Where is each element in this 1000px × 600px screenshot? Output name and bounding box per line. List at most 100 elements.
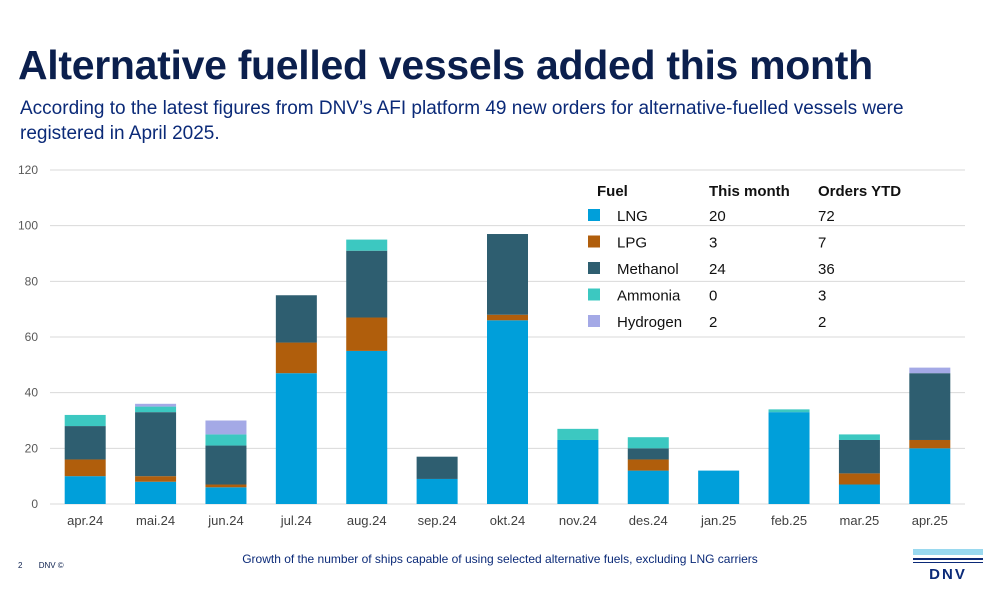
copyright: DNV © bbox=[38, 561, 64, 570]
x-axis-ticks: apr.24 mai.24 jun.24 jul.24 aug.24 sep.24 okt.… bbox=[67, 513, 948, 528]
bar-lpg-des-24 bbox=[627, 459, 669, 471]
logo-bar-dark bbox=[913, 558, 983, 560]
bar-ammonia-jun-24 bbox=[205, 434, 247, 446]
bar-hydrogen-jun-24 bbox=[205, 420, 247, 435]
bar-methanol-sep-24 bbox=[416, 456, 458, 479]
legend-swatch-ammonia bbox=[588, 288, 600, 301]
legend-fuel-label: Methanol bbox=[617, 261, 679, 278]
bar-methanol-apr-25 bbox=[909, 373, 951, 440]
slide-subtitle: According to the latest figures from DNV… bbox=[20, 98, 904, 144]
legend-orders-ytd: 7 bbox=[818, 235, 826, 252]
bar-lpg-apr-24 bbox=[64, 459, 106, 477]
bar-lng-jun-24 bbox=[205, 487, 247, 504]
bar-lng-sep-24 bbox=[416, 478, 458, 504]
legend-this-month: 24 bbox=[709, 261, 726, 278]
y-tick-label: 60 bbox=[25, 330, 39, 344]
bar-lng-apr-25 bbox=[909, 448, 951, 504]
x-tick-label: mai.24 bbox=[136, 513, 175, 528]
y-tick-label: 120 bbox=[18, 163, 38, 177]
bar-lpg-aug-24 bbox=[346, 317, 388, 351]
y-axis-ticks: 0 20 40 60 80 100 120 bbox=[18, 163, 38, 511]
legend-orders-ytd: 72 bbox=[818, 208, 835, 225]
logo-bar-thin bbox=[913, 562, 983, 563]
page-number: 2 bbox=[18, 561, 23, 570]
bar-lng-aug-24 bbox=[346, 350, 388, 504]
chart-caption: Growth of the number of ships capable of… bbox=[242, 552, 758, 566]
footer: 2 DNV © bbox=[18, 561, 78, 570]
x-tick-label: jan.25 bbox=[700, 513, 736, 528]
y-tick-label: 40 bbox=[25, 386, 39, 400]
bar-hydrogen-apr-25 bbox=[909, 367, 951, 374]
x-tick-label: jul.24 bbox=[280, 513, 312, 528]
legend-header: Orders YTD bbox=[818, 183, 901, 200]
bar-lng-jul-24 bbox=[275, 373, 317, 504]
legend-this-month: 3 bbox=[709, 235, 717, 252]
x-tick-label: mar.25 bbox=[840, 513, 880, 528]
bar-methanol-aug-24 bbox=[346, 250, 388, 318]
bar-lng-jan-25 bbox=[698, 470, 740, 504]
legend-swatch-lng bbox=[588, 209, 600, 221]
bars bbox=[64, 234, 951, 504]
y-tick-label: 100 bbox=[18, 219, 38, 233]
bar-lng-feb-25 bbox=[768, 412, 810, 504]
bar-ammonia-mar-25 bbox=[838, 434, 880, 440]
legend-fuel-label: LNG bbox=[617, 208, 648, 225]
legend-fuel-label: Ammonia bbox=[617, 288, 681, 305]
bar-lpg-mai-24 bbox=[135, 476, 177, 482]
legend-swatch-hydrogen bbox=[588, 315, 600, 327]
bar-hydrogen-mai-24 bbox=[135, 403, 177, 407]
legend-header: This month bbox=[709, 183, 790, 200]
legend-header: Fuel bbox=[597, 183, 628, 200]
legend-swatch-methanol bbox=[588, 262, 600, 274]
y-tick-label: 0 bbox=[31, 497, 38, 511]
bar-lng-apr-24 bbox=[64, 476, 106, 504]
bar-lpg-jul-24 bbox=[275, 342, 317, 374]
bar-lng-nov-24 bbox=[557, 439, 599, 504]
bar-methanol-apr-24 bbox=[64, 426, 106, 460]
bar-methanol-okt-24 bbox=[487, 234, 528, 315]
x-tick-label: apr.25 bbox=[912, 513, 948, 528]
bar-methanol-jul-24 bbox=[275, 295, 317, 343]
y-tick-label: 20 bbox=[25, 441, 39, 455]
logo-text: DNV bbox=[929, 566, 967, 583]
legend-this-month: 0 bbox=[709, 288, 717, 305]
bar-methanol-mai-24 bbox=[135, 412, 177, 477]
x-tick-label: des.24 bbox=[629, 513, 668, 528]
legend-this-month: 20 bbox=[709, 208, 726, 225]
bar-lpg-okt-24 bbox=[487, 314, 528, 321]
bar-lng-mar-25 bbox=[838, 484, 880, 504]
bar-lpg-apr-25 bbox=[909, 439, 951, 449]
legend-orders-ytd: 3 bbox=[818, 288, 826, 305]
legend-fuel-label: Hydrogen bbox=[617, 314, 682, 331]
dnv-logo: DNV bbox=[913, 549, 983, 583]
x-tick-label: okt.24 bbox=[490, 513, 525, 528]
bar-lng-mai-24 bbox=[135, 481, 177, 504]
x-tick-label: feb.25 bbox=[771, 513, 807, 528]
bar-lng-des-24 bbox=[627, 470, 669, 504]
legend-fuel-label: LPG bbox=[617, 235, 647, 252]
bar-ammonia-feb-25 bbox=[768, 409, 810, 413]
bar-methanol-jun-24 bbox=[205, 445, 247, 485]
bar-methanol-mar-25 bbox=[838, 439, 880, 474]
x-tick-label: nov.24 bbox=[559, 513, 597, 528]
legend-this-month: 2 bbox=[709, 314, 717, 331]
bar-lpg-mar-25 bbox=[838, 473, 880, 485]
bar-lpg-jun-24 bbox=[205, 484, 247, 488]
legend-orders-ytd: 2 bbox=[818, 314, 826, 331]
bar-lng-okt-24 bbox=[487, 320, 528, 504]
legend-swatch-lpg bbox=[588, 235, 600, 248]
x-tick-label: apr.24 bbox=[67, 513, 103, 528]
bar-methanol-des-24 bbox=[627, 448, 669, 460]
bar-ammonia-aug-24 bbox=[346, 239, 388, 251]
slide-title: Alternative fuelled vessels added this m… bbox=[18, 42, 873, 88]
bar-ammonia-des-24 bbox=[627, 437, 669, 449]
legend-orders-ytd: 36 bbox=[818, 261, 835, 278]
logo-bar-light bbox=[913, 549, 983, 555]
x-tick-label: sep.24 bbox=[418, 513, 457, 528]
bar-ammonia-apr-24 bbox=[64, 414, 106, 427]
bar-ammonia-nov-24 bbox=[557, 428, 599, 440]
bar-ammonia-mai-24 bbox=[135, 406, 177, 413]
x-tick-label: aug.24 bbox=[347, 513, 387, 528]
